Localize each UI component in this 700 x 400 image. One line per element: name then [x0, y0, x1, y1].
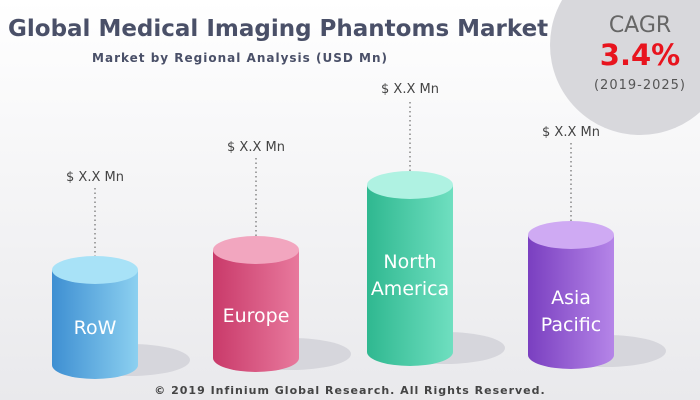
title: Global Medical Imaging Phantoms Market — [8, 16, 548, 42]
cylinder-top — [528, 221, 614, 249]
cagr-period: (2019-2025) — [594, 78, 686, 93]
cylinder — [528, 235, 614, 369]
cylinder — [213, 250, 299, 372]
region-name: Asia Pacific — [541, 287, 601, 336]
subtitle: Market by Regional Analysis (USD Mn) — [92, 51, 388, 65]
cylinder — [367, 185, 453, 366]
footer: © 2019 Infinium Global Research. All Rig… — [154, 384, 545, 397]
region-name: North America — [371, 251, 449, 300]
value-label: $ X.X Mn — [542, 125, 600, 140]
cylinder-top — [52, 256, 138, 284]
cagr-label: CAGR — [609, 13, 671, 38]
value-label: $ X.X Mn — [381, 82, 439, 97]
region-name: RoW — [74, 317, 117, 339]
region-name: Europe — [223, 305, 290, 327]
cagr-badge — [550, 0, 700, 135]
value-label: $ X.X Mn — [227, 140, 285, 155]
cagr-value: 3.4% — [600, 38, 680, 72]
cylinder-top — [213, 236, 299, 264]
cylinder-top — [367, 171, 453, 199]
cylinder — [52, 270, 138, 379]
value-label: $ X.X Mn — [66, 170, 124, 185]
